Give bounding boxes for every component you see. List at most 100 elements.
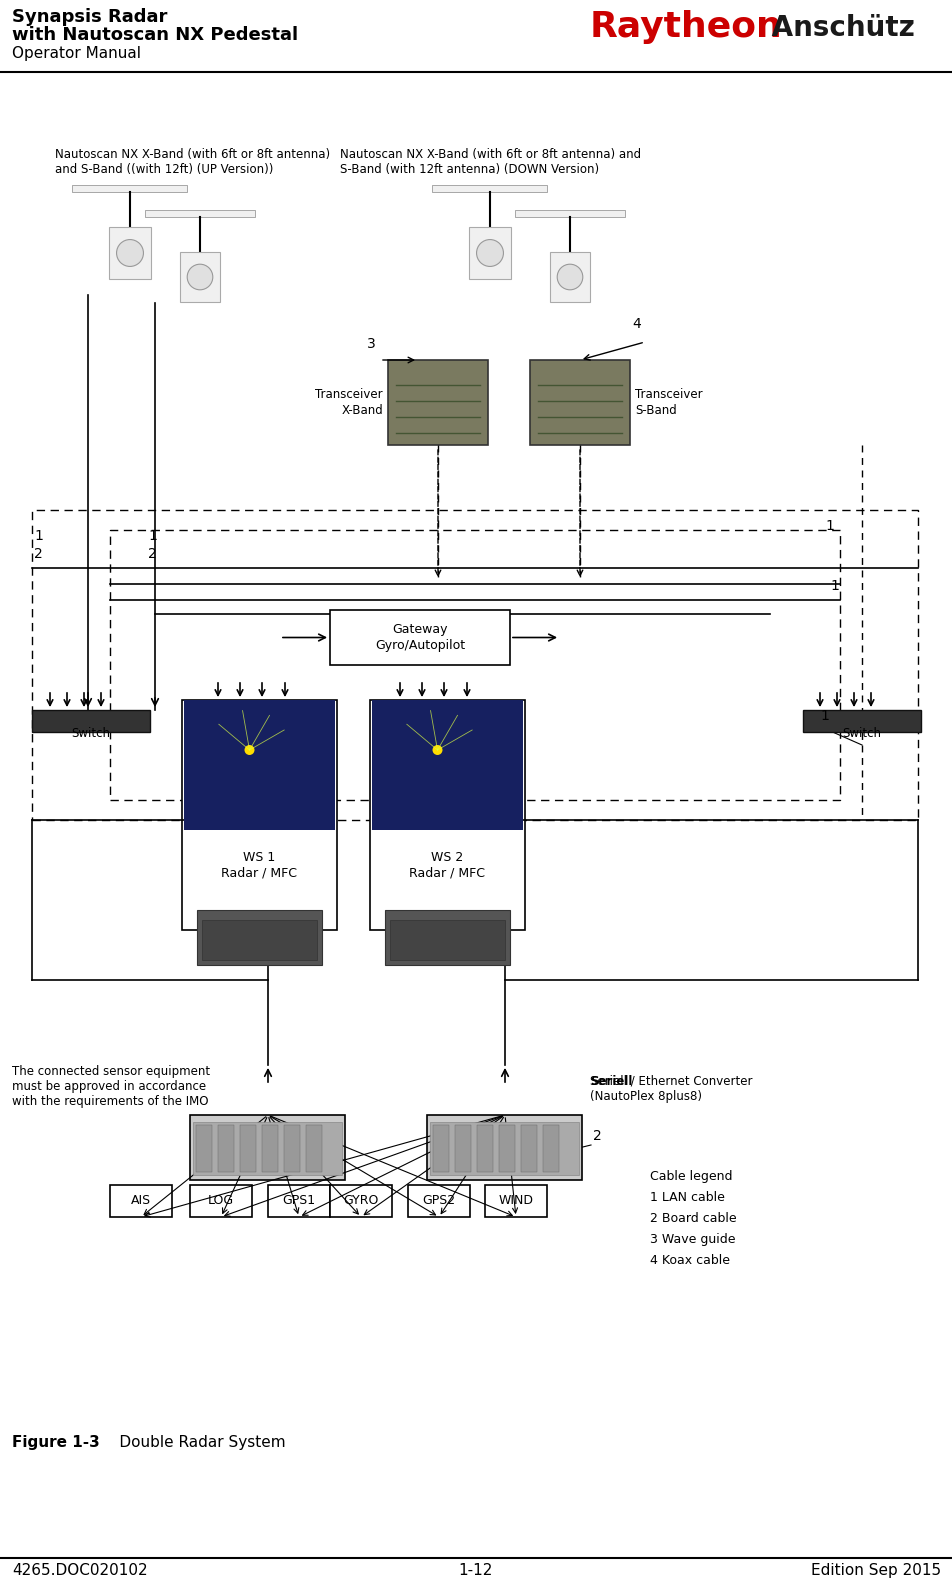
Bar bbox=[57, 718, 64, 729]
Bar bbox=[371, 700, 523, 831]
Bar bbox=[32, 511, 917, 819]
Bar bbox=[307, 1125, 322, 1173]
Text: 1: 1 bbox=[829, 579, 838, 593]
Bar bbox=[145, 210, 255, 216]
Text: with Nautoscan NX Pedestal: with Nautoscan NX Pedestal bbox=[12, 25, 298, 45]
Bar bbox=[193, 1122, 342, 1176]
Circle shape bbox=[476, 240, 503, 266]
Bar bbox=[543, 1125, 559, 1173]
Text: GPS2: GPS2 bbox=[422, 1195, 455, 1208]
Bar bbox=[857, 718, 864, 729]
Bar bbox=[549, 251, 589, 302]
Bar bbox=[329, 609, 509, 665]
Bar bbox=[877, 718, 884, 729]
Bar bbox=[521, 1125, 537, 1173]
Bar bbox=[117, 718, 124, 729]
Text: Switch: Switch bbox=[71, 727, 110, 740]
Text: Double Radar System: Double Radar System bbox=[95, 1435, 286, 1449]
Text: Raytheon: Raytheon bbox=[589, 10, 782, 45]
Circle shape bbox=[116, 240, 144, 266]
Bar bbox=[529, 360, 629, 445]
Bar bbox=[97, 718, 104, 729]
Bar bbox=[87, 718, 94, 729]
Text: 4265.DOC020102: 4265.DOC020102 bbox=[12, 1562, 148, 1578]
Text: LOG: LOG bbox=[208, 1195, 234, 1208]
Text: 2: 2 bbox=[592, 1130, 601, 1142]
Bar bbox=[897, 718, 904, 729]
Bar bbox=[109, 1185, 171, 1217]
Bar bbox=[837, 718, 844, 729]
Text: 1: 1 bbox=[148, 528, 157, 543]
Bar bbox=[240, 1125, 256, 1173]
Bar bbox=[182, 700, 337, 931]
Bar bbox=[468, 228, 510, 278]
Bar bbox=[72, 185, 188, 193]
Bar bbox=[385, 910, 509, 966]
Bar bbox=[47, 718, 54, 729]
Text: 2: 2 bbox=[148, 547, 156, 562]
Text: GPS1: GPS1 bbox=[282, 1195, 315, 1208]
Bar bbox=[189, 1185, 251, 1217]
Bar bbox=[197, 910, 322, 966]
Bar bbox=[433, 1125, 449, 1173]
Text: Edition Sep 2015: Edition Sep 2015 bbox=[810, 1562, 940, 1578]
Text: WIND: WIND bbox=[498, 1195, 533, 1208]
Bar bbox=[262, 1125, 278, 1173]
Circle shape bbox=[432, 745, 442, 756]
Bar bbox=[847, 718, 854, 729]
Bar bbox=[109, 228, 150, 278]
Text: The connected sensor equipment
must be approved in accordance
with the requireme: The connected sensor equipment must be a… bbox=[12, 1064, 209, 1107]
Text: Seriell: Seriell bbox=[590, 1076, 632, 1088]
Bar bbox=[67, 718, 74, 729]
Circle shape bbox=[245, 745, 254, 756]
Bar bbox=[514, 210, 625, 216]
Bar bbox=[184, 700, 335, 831]
Bar bbox=[827, 718, 834, 729]
Text: Switch: Switch bbox=[842, 727, 881, 740]
Text: 2: 2 bbox=[34, 547, 43, 562]
Bar bbox=[77, 718, 84, 729]
Bar bbox=[37, 718, 44, 729]
Text: Synapsis Radar: Synapsis Radar bbox=[12, 8, 168, 25]
Bar bbox=[887, 718, 894, 729]
Bar bbox=[387, 360, 487, 445]
Bar bbox=[127, 718, 134, 729]
Text: Operator Manual: Operator Manual bbox=[12, 46, 141, 60]
Bar bbox=[329, 1185, 391, 1217]
Text: WS 1
Radar / MFC: WS 1 Radar / MFC bbox=[221, 851, 297, 878]
Bar bbox=[109, 530, 839, 800]
Circle shape bbox=[557, 264, 583, 290]
Bar bbox=[107, 718, 114, 729]
Text: WS 2
Radar / MFC: WS 2 Radar / MFC bbox=[409, 851, 485, 878]
Bar bbox=[218, 1125, 234, 1173]
Bar bbox=[499, 1125, 515, 1173]
Text: AIS: AIS bbox=[130, 1195, 151, 1208]
Bar bbox=[32, 710, 149, 732]
Text: Seriell / Ethernet Converter
(NautoPlex 8plus8): Seriell / Ethernet Converter (NautoPlex … bbox=[590, 1076, 752, 1103]
Text: Figure 1-3: Figure 1-3 bbox=[12, 1435, 100, 1449]
Text: Anschütz: Anschütz bbox=[762, 14, 914, 41]
Bar bbox=[803, 710, 920, 732]
Text: 1: 1 bbox=[819, 710, 828, 722]
Text: 1: 1 bbox=[824, 519, 833, 533]
Bar bbox=[202, 920, 317, 959]
Bar bbox=[485, 1185, 546, 1217]
Bar bbox=[867, 718, 874, 729]
Text: Nautoscan NX X-Band (with 6ft or 8ft antenna) and
S-Band (with 12ft antenna) (DO: Nautoscan NX X-Band (with 6ft or 8ft ant… bbox=[340, 148, 641, 177]
Text: 1-12: 1-12 bbox=[458, 1562, 493, 1578]
Bar bbox=[477, 1125, 493, 1173]
Bar bbox=[455, 1125, 471, 1173]
Text: Nautoscan NX X-Band (with 6ft or 8ft antenna)
and S-Band ((with 12ft) (UP Versio: Nautoscan NX X-Band (with 6ft or 8ft ant… bbox=[55, 148, 329, 177]
Text: 1: 1 bbox=[34, 528, 43, 543]
Text: Transceiver
S-Band: Transceiver S-Band bbox=[634, 388, 702, 417]
Bar bbox=[389, 920, 505, 959]
Bar bbox=[369, 700, 525, 931]
Text: Transceiver
X-Band: Transceiver X-Band bbox=[315, 388, 383, 417]
Bar bbox=[407, 1185, 469, 1217]
Bar bbox=[180, 251, 220, 302]
Bar bbox=[196, 1125, 212, 1173]
Text: 4: 4 bbox=[631, 317, 640, 331]
Text: 3: 3 bbox=[367, 337, 375, 352]
Bar bbox=[432, 185, 547, 193]
Circle shape bbox=[187, 264, 212, 290]
